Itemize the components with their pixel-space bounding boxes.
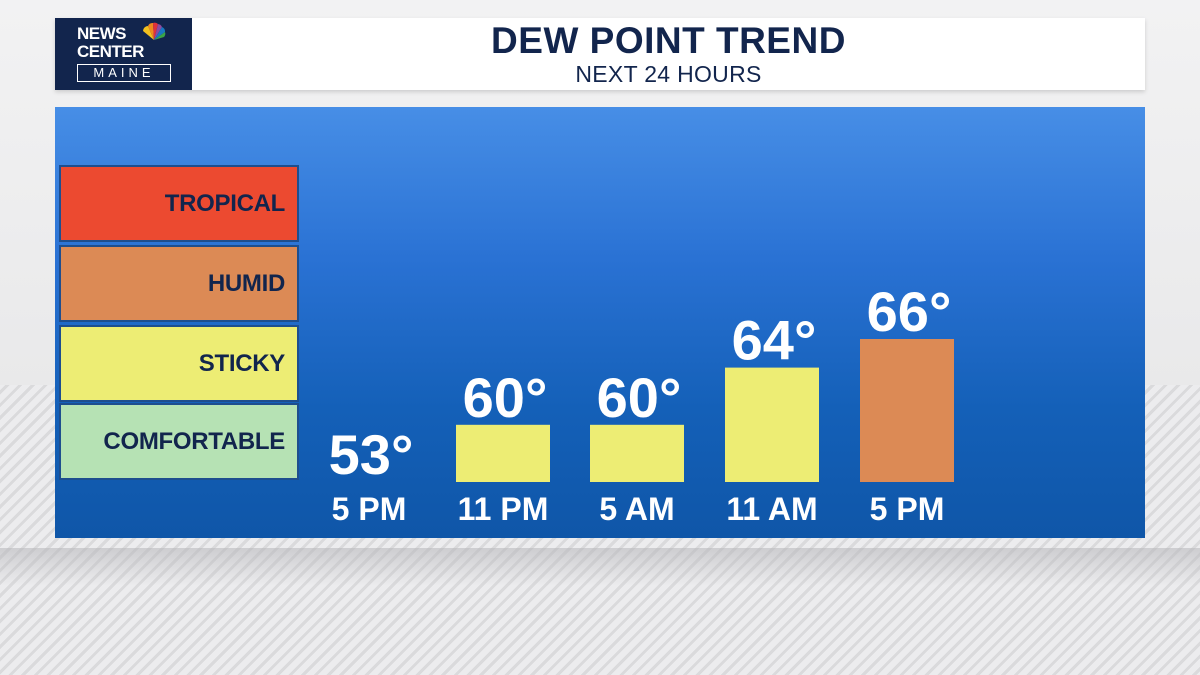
- time-label-3: 11 AM: [726, 491, 817, 527]
- value-label-4: 66°: [867, 280, 952, 343]
- logo-news-text: NEWS: [77, 24, 127, 43]
- legend-humid: HUMID: [59, 245, 299, 322]
- peacock-icon: [143, 22, 166, 40]
- bar-3: [725, 367, 819, 482]
- value-label-3: 64°: [732, 309, 817, 372]
- value-label-2: 60°: [597, 366, 682, 429]
- station-logo: NEWS CENTER MAINE: [55, 18, 192, 90]
- time-label-0: 5 PM: [332, 491, 407, 527]
- legend-tropical: TROPICAL: [59, 165, 299, 242]
- logo-maine-text: MAINE: [77, 64, 171, 82]
- chart-title: DEW POINT TREND: [491, 20, 846, 61]
- time-label-2: 5 AM: [599, 491, 674, 527]
- background-shadow: [0, 548, 1200, 675]
- value-label-1: 60°: [463, 366, 548, 429]
- title-bar: [55, 18, 1145, 90]
- time-label-1: 11 PM: [458, 491, 549, 527]
- value-label-0: 53°: [329, 423, 414, 486]
- legend-sticky: STICKY: [59, 325, 299, 402]
- bar-4: [860, 339, 954, 482]
- bar-1: [456, 424, 550, 482]
- chart-subtitle: NEXT 24 HOURS: [575, 61, 762, 87]
- legend-comfortable: COMFORTABLE: [59, 403, 299, 480]
- bar-2: [590, 424, 684, 482]
- time-label-4: 5 PM: [870, 491, 945, 527]
- logo-center-text: CENTER: [77, 42, 144, 61]
